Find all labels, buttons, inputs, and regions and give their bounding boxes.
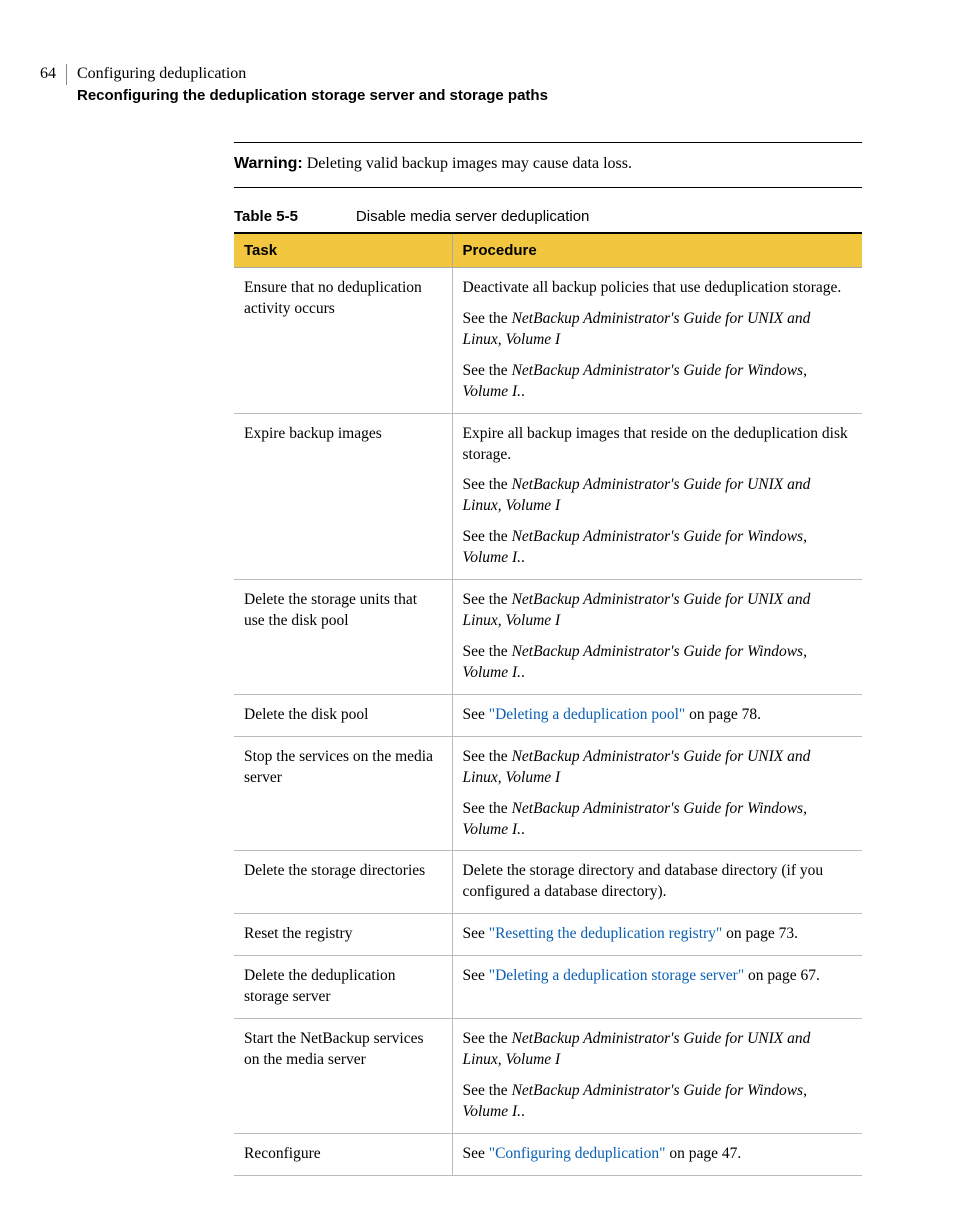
proc-text: See the NetBackup Administrator's Guide … [463, 361, 853, 403]
proc-text: See "Configuring deduplication" on page … [463, 1144, 853, 1165]
table-row: Delete the disk pool See "Deleting a ded… [234, 694, 862, 736]
proc-text: See the NetBackup Administrator's Guide … [463, 799, 853, 841]
proc-cell: See "Resetting the deduplication registr… [452, 914, 862, 956]
proc-cell: See "Deleting a deduplication storage se… [452, 956, 862, 1019]
proc-cell: Expire all backup images that reside on … [452, 413, 862, 580]
task-cell: Delete the storage units that use the di… [234, 580, 452, 695]
task-cell: Ensure that no deduplication activity oc… [234, 268, 452, 414]
procedure-table: Task Procedure Ensure that no deduplicat… [234, 232, 862, 1176]
warning-box: Warning: Deleting valid backup images ma… [234, 142, 862, 188]
table-row: Expire backup images Expire all backup i… [234, 413, 862, 580]
proc-text: See "Deleting a deduplication storage se… [463, 966, 853, 987]
task-cell: Reconfigure [234, 1133, 452, 1175]
cross-ref-link[interactable]: "Deleting a deduplication storage server… [489, 967, 744, 984]
table-title: Disable media server deduplication [356, 208, 589, 225]
warning-text: Deleting valid backup images may cause d… [307, 155, 632, 172]
table-row: Stop the services on the media server Se… [234, 736, 862, 851]
task-cell: Start the NetBackup services on the medi… [234, 1019, 452, 1134]
page-number: 64 [40, 64, 67, 85]
cross-ref-link[interactable]: "Resetting the deduplication registry" [489, 925, 722, 942]
proc-text: See the NetBackup Administrator's Guide … [463, 1081, 853, 1123]
proc-cell: See "Configuring deduplication" on page … [452, 1133, 862, 1175]
content-area: Warning: Deleting valid backup images ma… [234, 142, 862, 1176]
table-row: Reset the registry See "Resetting the de… [234, 914, 862, 956]
proc-text: See the NetBackup Administrator's Guide … [463, 1029, 853, 1071]
table-row: Delete the deduplication storage server … [234, 956, 862, 1019]
table-row: Ensure that no deduplication activity oc… [234, 268, 862, 414]
proc-cell: Deactivate all backup policies that use … [452, 268, 862, 414]
cross-ref-link[interactable]: "Configuring deduplication" [489, 1145, 666, 1162]
warning-label: Warning: [234, 155, 303, 172]
proc-text: See "Deleting a deduplication pool" on p… [463, 705, 853, 726]
proc-cell: See the NetBackup Administrator's Guide … [452, 736, 862, 851]
col-header-task: Task [234, 233, 452, 268]
section-title: Reconfiguring the deduplication storage … [77, 85, 548, 106]
page-header: 64 Configuring deduplication Reconfiguri… [40, 64, 548, 106]
proc-text: Delete the storage directory and databas… [463, 861, 853, 903]
proc-text: See the NetBackup Administrator's Guide … [463, 642, 853, 684]
table-row: Delete the storage directories Delete th… [234, 851, 862, 914]
proc-cell: Delete the storage directory and databas… [452, 851, 862, 914]
proc-cell: See "Deleting a deduplication pool" on p… [452, 694, 862, 736]
proc-cell: See the NetBackup Administrator's Guide … [452, 580, 862, 695]
proc-text: See the NetBackup Administrator's Guide … [463, 590, 853, 632]
table-caption: Table 5-5 Disable media server deduplica… [234, 208, 862, 226]
proc-text: Expire all backup images that reside on … [463, 424, 853, 466]
task-cell: Delete the disk pool [234, 694, 452, 736]
task-cell: Reset the registry [234, 914, 452, 956]
header-titles: Configuring deduplication Reconfiguring … [67, 64, 548, 106]
proc-text: See the NetBackup Administrator's Guide … [463, 527, 853, 569]
cross-ref-link[interactable]: "Deleting a deduplication pool" [489, 706, 685, 723]
proc-text: See the NetBackup Administrator's Guide … [463, 747, 853, 789]
table-number: Table 5-5 [234, 208, 298, 225]
task-cell: Delete the deduplication storage server [234, 956, 452, 1019]
proc-text: See "Resetting the deduplication registr… [463, 924, 853, 945]
proc-text: See the NetBackup Administrator's Guide … [463, 475, 853, 517]
table-row: Reconfigure See "Configuring deduplicati… [234, 1133, 862, 1175]
table-row: Start the NetBackup services on the medi… [234, 1019, 862, 1134]
table-row: Delete the storage units that use the di… [234, 580, 862, 695]
proc-cell: See the NetBackup Administrator's Guide … [452, 1019, 862, 1134]
chapter-title: Configuring deduplication [77, 64, 548, 85]
proc-text: Deactivate all backup policies that use … [463, 278, 853, 299]
proc-text: See the NetBackup Administrator's Guide … [463, 309, 853, 351]
task-cell: Expire backup images [234, 413, 452, 580]
task-cell: Stop the services on the media server [234, 736, 452, 851]
col-header-procedure: Procedure [452, 233, 862, 268]
task-cell: Delete the storage directories [234, 851, 452, 914]
